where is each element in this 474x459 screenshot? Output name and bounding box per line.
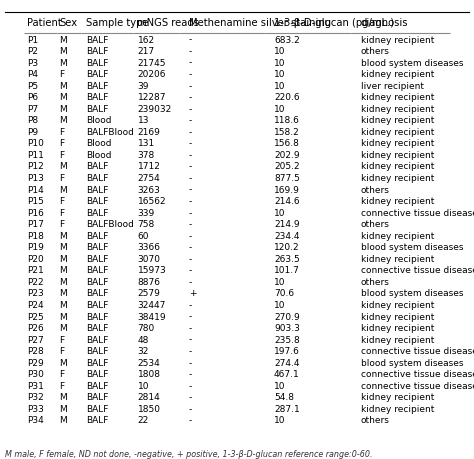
Text: M male, F female, ND not done, -negative, + positive, 1-3-β-D-glucan reference r: M male, F female, ND not done, -negative… [5, 448, 372, 458]
